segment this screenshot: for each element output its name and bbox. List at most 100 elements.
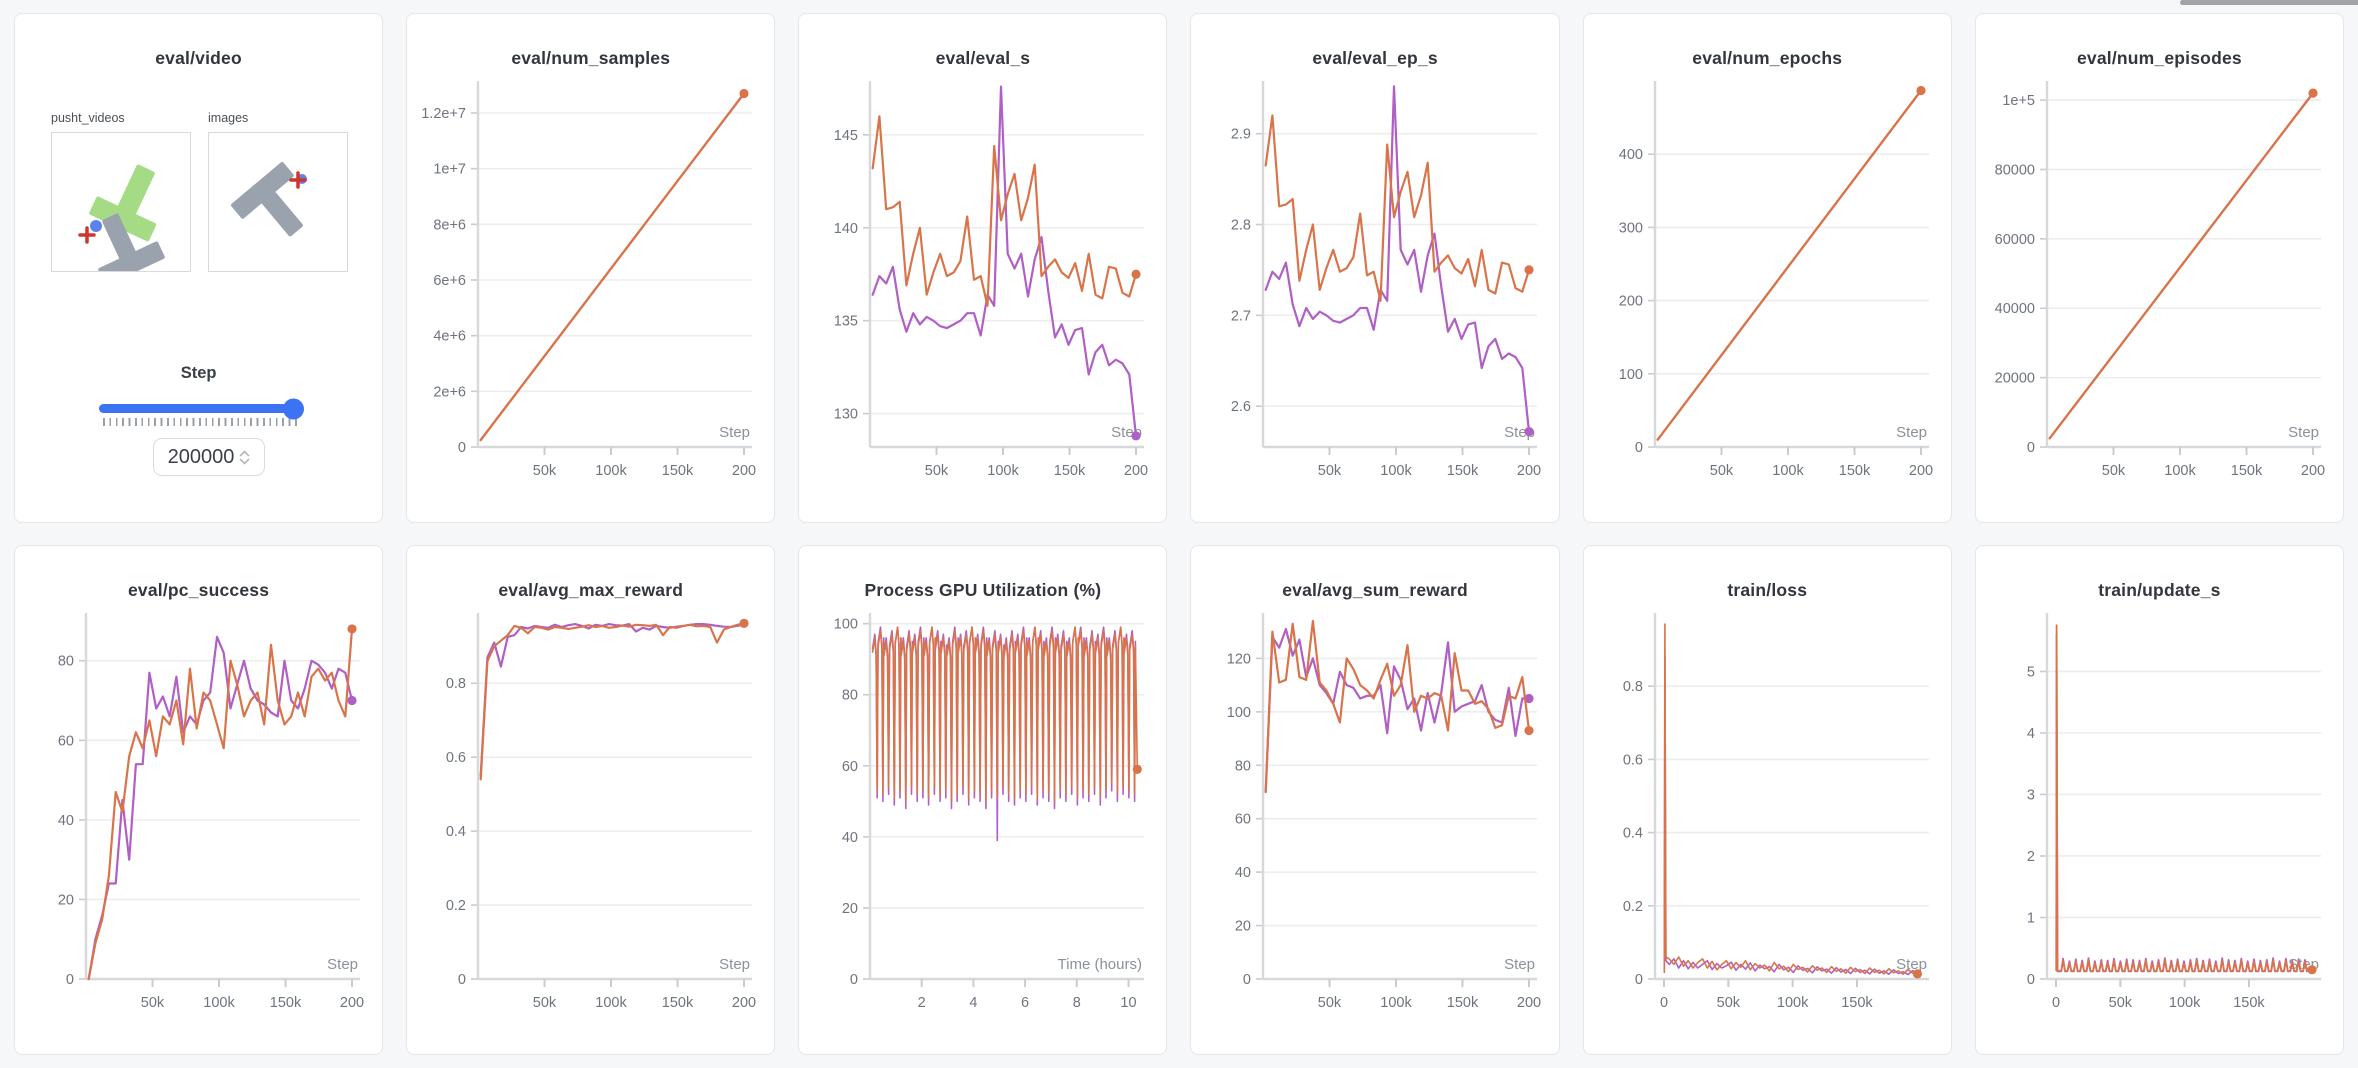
- svg-text:0.8: 0.8: [1623, 679, 1643, 695]
- svg-text:80000: 80000: [1995, 162, 2035, 178]
- svg-text:0.2: 0.2: [1623, 899, 1643, 915]
- svg-text:1: 1: [2027, 910, 2035, 926]
- svg-text:50k: 50k: [141, 995, 165, 1011]
- svg-text:200: 200: [1516, 463, 1540, 479]
- svg-text:200: 200: [1619, 294, 1643, 310]
- svg-text:200: 200: [732, 995, 756, 1011]
- media-label-pusht-videos: pusht_videos: [51, 111, 125, 125]
- panel-eval-eval-s: eval/eval_s 130 135 140 145 50k 100k 150k 200 Ste…: [798, 13, 1168, 523]
- svg-text:120: 120: [1226, 651, 1250, 667]
- svg-text:100k: 100k: [1380, 995, 1412, 1011]
- stepper-arrows[interactable]: [239, 449, 250, 465]
- media-label-images: images: [208, 111, 249, 125]
- svg-text:0.4: 0.4: [1623, 826, 1643, 842]
- svg-text:Step: Step: [1896, 424, 1927, 441]
- svg-text:300: 300: [1619, 220, 1643, 236]
- svg-text:6: 6: [1021, 995, 1029, 1011]
- svg-text:100: 100: [834, 617, 858, 633]
- svg-text:50k: 50k: [1716, 995, 1740, 1011]
- eval-num-epochs-chart[interactable]: 0 100 200 300 400 50k 100k 150k 200 Step: [1595, 73, 1940, 493]
- svg-text:0.4: 0.4: [446, 824, 466, 840]
- svg-text:Step: Step: [1504, 956, 1535, 973]
- svg-text:60: 60: [842, 759, 858, 775]
- svg-text:0: 0: [850, 972, 858, 988]
- svg-text:40: 40: [1234, 865, 1250, 881]
- svg-text:1e+5: 1e+5: [2002, 93, 2035, 109]
- svg-text:40: 40: [842, 830, 858, 846]
- slider-track[interactable]: [99, 398, 304, 419]
- svg-text:0: 0: [1635, 972, 1643, 988]
- svg-text:150k: 150k: [1054, 463, 1086, 479]
- svg-text:135: 135: [834, 314, 858, 330]
- svg-text:100k: 100k: [596, 995, 628, 1011]
- svg-text:20: 20: [842, 901, 858, 917]
- svg-text:2: 2: [918, 995, 926, 1011]
- train-loss-chart[interactable]: 0 0.2 0.4 0.6 0.8 0 50k 100k 150k Step: [1595, 605, 1940, 1025]
- svg-text:50k: 50k: [1317, 995, 1341, 1011]
- panel-eval-pc-success: eval/pc_success 0 20 40 60 80 50k 100k 150k 200 St…: [14, 545, 384, 1055]
- eval-avg-max-reward-chart[interactable]: 0 0.2 0.4 0.6 0.8 50k 100k 150k 200 Step: [418, 605, 763, 1025]
- svg-text:60: 60: [1234, 812, 1250, 828]
- svg-text:130: 130: [834, 407, 858, 423]
- svg-text:10: 10: [1121, 995, 1137, 1011]
- eval-num-episodes-chart[interactable]: 0 20000 40000 60000 80000 1e+5 50k 100k 150k 200 S…: [1987, 73, 2332, 493]
- svg-text:60: 60: [58, 733, 74, 749]
- step-input-value[interactable]: 200000: [167, 445, 235, 468]
- svg-text:5: 5: [2027, 664, 2035, 680]
- chevron-down-icon: [240, 458, 250, 465]
- svg-text:0: 0: [66, 972, 74, 988]
- panel-train-loss: train/loss 0 0.2 0.4 0.6 0.8 0 50k 100k 150k Step: [1582, 545, 1952, 1055]
- svg-text:50k: 50k: [533, 995, 557, 1011]
- eval-pc-success-chart[interactable]: 0 20 40 60 80 50k 100k 150k 200 Step: [26, 605, 371, 1025]
- svg-text:50k: 50k: [2109, 995, 2133, 1011]
- svg-text:20000: 20000: [1995, 371, 2035, 387]
- eval-num-samples-chart[interactable]: 0 2e+6 4e+6 6e+6 8e+6 1e+7 1.2e+7 50k 100k 150k 20…: [418, 73, 763, 493]
- svg-text:2.7: 2.7: [1230, 308, 1250, 324]
- pusht-video-thumbnail[interactable]: [51, 132, 191, 286]
- slider-tick-marks: [103, 418, 299, 426]
- svg-text:150k: 150k: [1841, 995, 1873, 1011]
- panel-title: eval/num_epochs: [1692, 48, 1843, 68]
- svg-text:20: 20: [58, 892, 74, 908]
- svg-text:0: 0: [1660, 995, 1668, 1011]
- svg-text:0: 0: [1635, 440, 1643, 456]
- svg-text:200: 200: [340, 995, 364, 1011]
- step-input[interactable]: 200000: [153, 438, 265, 476]
- images-thumbnail[interactable]: [208, 132, 348, 272]
- process-gpu-utilization-chart[interactable]: 0 20 40 60 80 100 2 4 6 8 10 Time (hours): [810, 605, 1155, 1025]
- svg-text:200: 200: [2301, 463, 2325, 479]
- svg-text:150k: 150k: [1839, 463, 1871, 479]
- svg-text:Step: Step: [719, 956, 750, 973]
- svg-text:2.8: 2.8: [1230, 217, 1250, 233]
- gray-t-shape: [231, 162, 303, 237]
- svg-text:4: 4: [2027, 726, 2035, 742]
- eval-avg-sum-reward-chart[interactable]: 0 20 40 60 80 100 120 50k 100k 150k 200 Step: [1203, 605, 1548, 1025]
- horizontal-scrollbar[interactable]: [2180, 0, 2358, 5]
- svg-text:Step: Step: [719, 424, 750, 441]
- svg-text:150k: 150k: [1446, 463, 1478, 479]
- svg-text:100: 100: [1226, 705, 1250, 721]
- panel-title: train/loss: [1727, 580, 1808, 600]
- panel-eval-avg-max-reward: eval/avg_max_reward 0 0.2 0.4 0.6 0.8 50k 100k 1…: [406, 545, 776, 1055]
- green-t-shape: [89, 164, 157, 242]
- svg-text:2: 2: [2027, 849, 2035, 865]
- chevron-up-icon: [240, 449, 250, 456]
- step-slider[interactable]: [99, 398, 304, 426]
- slider-thumb[interactable]: [283, 398, 304, 419]
- panel-process-gpu-utilization: Process GPU Utilization (%) 0 20 40 60 80 100 2…: [798, 545, 1168, 1055]
- panel-title: train/update_s: [2098, 580, 2221, 600]
- svg-text:0.6: 0.6: [446, 750, 466, 766]
- svg-text:6e+6: 6e+6: [434, 273, 467, 289]
- svg-text:Step: Step: [2288, 424, 2319, 441]
- svg-text:150k: 150k: [1446, 995, 1478, 1011]
- svg-text:Time (hours): Time (hours): [1058, 956, 1142, 973]
- svg-text:100k: 100k: [596, 463, 628, 479]
- svg-text:2e+6: 2e+6: [434, 384, 467, 400]
- svg-text:0: 0: [458, 440, 466, 456]
- panel-eval-num-episodes: eval/num_episodes 0 20000 40000 60000 80000 1e…: [1974, 13, 2344, 523]
- svg-text:8e+6: 8e+6: [434, 217, 467, 233]
- panel-title: Process GPU Utilization (%): [864, 580, 1102, 600]
